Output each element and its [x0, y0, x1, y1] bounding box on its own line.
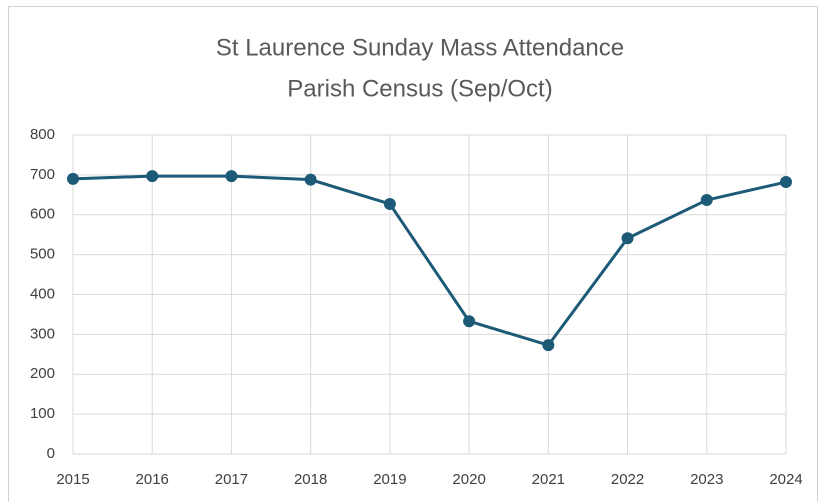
- x-tick-label: 2023: [690, 471, 723, 488]
- y-tick-label: 300: [30, 325, 55, 342]
- data-point: [542, 339, 555, 352]
- y-tick-label: 600: [30, 206, 55, 223]
- x-tick-label: 2021: [532, 471, 565, 488]
- data-point: [621, 232, 634, 245]
- x-tick-label: 2024: [769, 471, 802, 488]
- y-tick-label: 400: [30, 285, 55, 302]
- data-point: [225, 170, 238, 183]
- x-tick-label: 2022: [611, 471, 644, 488]
- x-tick-label: 2020: [452, 471, 485, 488]
- x-tick-label: 2015: [56, 471, 89, 488]
- y-tick-label: 700: [30, 166, 55, 183]
- data-point: [780, 176, 792, 189]
- x-tick-label: 2019: [373, 471, 406, 488]
- chart-subtitle: Parish Census (Sep/Oct): [287, 75, 552, 102]
- data-point: [67, 172, 79, 185]
- chart-title: St Laurence Sunday Mass Attendance: [216, 34, 624, 61]
- data-point: [304, 173, 317, 186]
- data-point: [463, 315, 476, 328]
- x-tick-label: 2017: [215, 471, 248, 488]
- data-point: [383, 197, 396, 210]
- y-tick-label: 800: [30, 126, 55, 143]
- y-tick-label: 0: [47, 445, 55, 462]
- x-tick-label: 2016: [136, 471, 169, 488]
- data-line: [72, 174, 787, 347]
- y-tick-label: 100: [30, 405, 55, 422]
- data-point: [146, 170, 159, 183]
- y-tick-label: 500: [30, 246, 55, 263]
- y-tick-label: 200: [30, 365, 55, 382]
- x-tick-label: 2018: [294, 471, 327, 488]
- data-point: [700, 193, 713, 206]
